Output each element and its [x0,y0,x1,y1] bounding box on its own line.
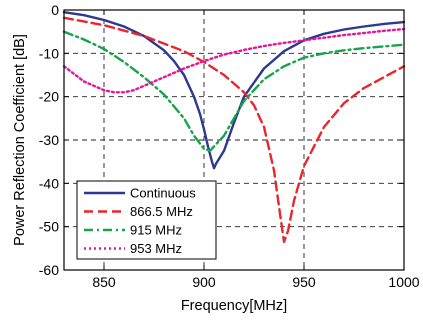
y-tick-label: 0 [51,2,59,18]
y-axis-label: Power Reflection Coefficient [dB] [12,34,28,246]
series-line-953-mhz [62,27,406,94]
series-lines [62,10,406,244]
series-line-continuous [62,10,406,170]
y-tick-label: -40 [39,175,59,191]
legend-label: Continuous [130,186,196,201]
x-tick-label: 950 [292,274,316,290]
y-tick-labels: 0 -10 -20 -30 -40 -50 -60 [39,2,59,278]
x-axis-label: Frequency[MHz] [181,298,287,314]
y-tick-label: -60 [39,262,59,278]
series-line-866-5-mhz [62,16,406,244]
x-tick-labels: 850 900 950 1000 [92,274,419,290]
y-tick-label: -20 [39,89,59,105]
y-tick-label: -10 [39,45,59,61]
y-tick-label: -30 [39,132,59,148]
x-tick-label: 850 [92,274,116,290]
legend-label: 953 MHz [130,241,182,256]
legend-label: 866.5 MHz [130,204,193,219]
x-tick-label: 900 [192,274,216,290]
legend-label: 915 MHz [130,223,182,238]
x-tick-label: 1000 [388,274,419,290]
legend: Continuous 866.5 MHz 915 MHz 953 MHz [76,180,217,260]
tick-marks [64,9,405,271]
series-line-915-mhz [62,30,406,153]
y-tick-label: -50 [39,219,59,235]
